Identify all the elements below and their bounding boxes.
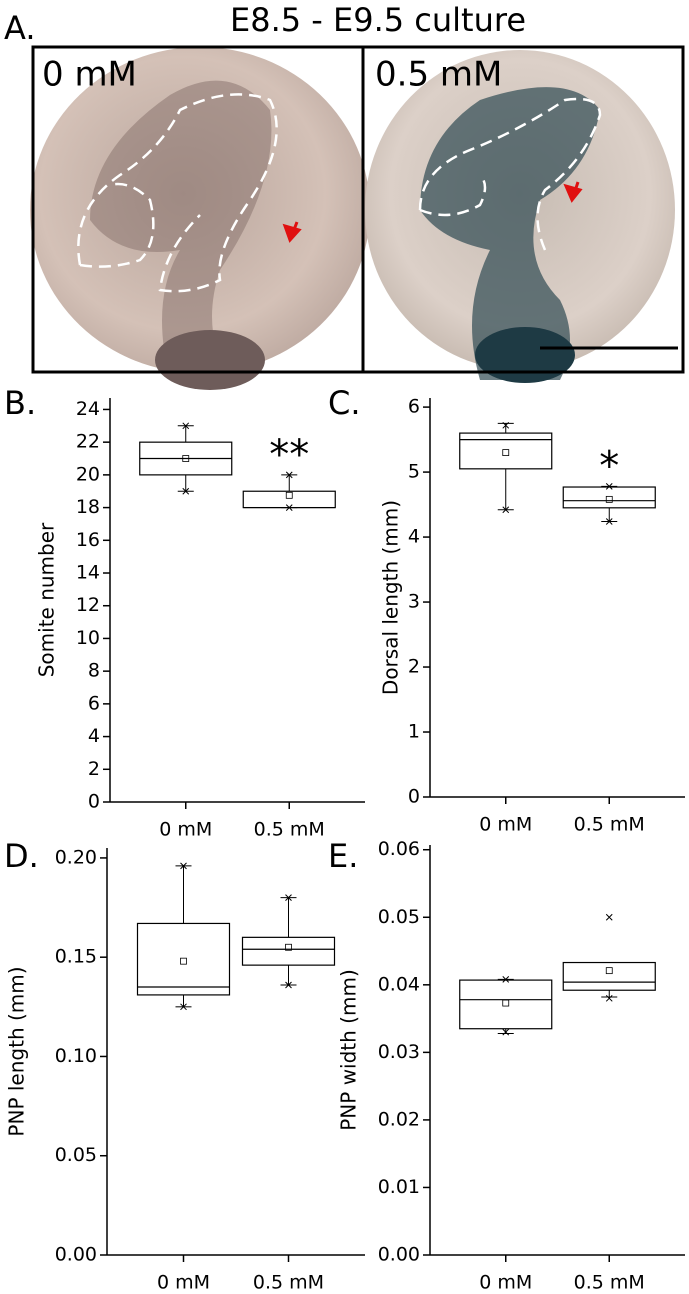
y-tick-label: 5 — [408, 461, 420, 483]
extreme-marker — [180, 1003, 187, 1011]
panel-title: E8.5 - E9.5 culture — [230, 1, 526, 39]
significance: ** — [269, 432, 309, 478]
y-tick-label: 0.02 — [378, 1108, 420, 1130]
y-tick-label: 0.05 — [55, 1144, 97, 1166]
y-tick-label: 10 — [76, 627, 100, 649]
x-tick-label: 0 mM — [479, 1272, 532, 1294]
significance: * — [599, 443, 619, 489]
y-tick-label: 4 — [88, 725, 100, 747]
y-axis-label: Somite number — [35, 522, 59, 677]
panel-label: D. — [4, 837, 39, 875]
extreme-marker — [285, 894, 292, 901]
y-axis-label: PNP length (mm) — [5, 966, 29, 1136]
y-tick-label: 0.10 — [55, 1045, 97, 1067]
extreme-marker — [502, 976, 510, 983]
panel-label: B. — [4, 384, 36, 422]
y-tick-label: 6 — [88, 692, 100, 714]
box — [562, 486, 656, 509]
panel-a-photos — [30, 45, 685, 390]
y-tick-label: 22 — [76, 431, 100, 453]
box — [459, 432, 553, 470]
x-tick-label: 0.5 mM — [254, 819, 325, 841]
y-tick-label: 0.00 — [55, 1244, 97, 1266]
y-tick-label: 6 — [408, 396, 420, 418]
mean — [605, 967, 613, 975]
x-tick-label: 0 mM — [157, 1272, 210, 1294]
panel-label: A. — [4, 9, 36, 47]
panel-label: E. — [328, 837, 358, 875]
y-tick-label: 4 — [408, 526, 420, 548]
extreme-marker — [502, 421, 510, 429]
y-tick-label: 0.03 — [378, 1041, 420, 1063]
extreme-marker — [605, 483, 613, 490]
mean — [180, 957, 187, 965]
mean — [502, 999, 510, 1007]
extreme-marker — [605, 994, 613, 1002]
y-tick-label: 8 — [88, 660, 100, 682]
extreme-marker — [180, 862, 187, 870]
y-tick-label: 12 — [76, 594, 100, 616]
box — [136, 922, 231, 996]
condition-label: 0 mM — [42, 55, 137, 95]
y-tick-label: 0.05 — [378, 906, 420, 928]
y-axis-label: Dorsal length (mm) — [379, 500, 403, 695]
panel-label: C. — [328, 384, 361, 422]
extreme-marker — [605, 913, 613, 921]
y-tick-label: 0 — [88, 791, 100, 813]
box — [241, 936, 336, 966]
x-tick-label: 0.5 mM — [253, 1272, 324, 1294]
y-tick-label: 0.00 — [378, 1244, 420, 1266]
y-tick-label: 1 — [408, 721, 420, 743]
box — [562, 961, 656, 991]
box — [242, 490, 336, 509]
x-tick-label: 0.5 mM — [574, 814, 645, 836]
box — [459, 979, 553, 1030]
y-tick-label: 16 — [76, 529, 100, 551]
y-tick-label: 0.06 — [378, 838, 420, 860]
mean — [502, 449, 510, 456]
condition-label: 0.5 mM — [375, 55, 502, 95]
y-tick-label: 0.01 — [378, 1176, 420, 1198]
mean — [285, 943, 292, 951]
y-tick-label: 20 — [76, 463, 100, 485]
extreme-marker — [182, 487, 190, 495]
y-tick-label: 0 — [408, 786, 420, 808]
y-axis-label: PNP width (mm) — [337, 969, 361, 1131]
x-tick-label: 0.5 mM — [574, 1272, 645, 1294]
extreme-marker — [502, 1028, 510, 1036]
y-tick-label: 0.15 — [55, 946, 97, 968]
extreme-marker — [605, 518, 613, 525]
x-tick-label: 0 mM — [159, 819, 212, 841]
y-tick-label: 18 — [76, 496, 100, 518]
y-tick-label: 24 — [76, 398, 100, 420]
x-tick-label: 0 mM — [479, 814, 532, 836]
y-tick-label: 0.20 — [55, 846, 97, 868]
extreme-marker — [502, 506, 510, 514]
y-tick-label: 0.04 — [378, 973, 420, 995]
y-tick-label: 3 — [408, 591, 420, 613]
mean — [182, 455, 190, 462]
extreme-marker — [182, 422, 190, 430]
mean — [285, 491, 293, 499]
y-tick-label: 2 — [408, 656, 420, 678]
extreme-marker — [285, 981, 292, 989]
extreme-marker — [285, 504, 293, 511]
extreme-marker — [285, 471, 293, 479]
y-tick-label: 2 — [88, 758, 100, 780]
y-tick-label: 14 — [76, 562, 100, 584]
mean — [605, 495, 613, 503]
